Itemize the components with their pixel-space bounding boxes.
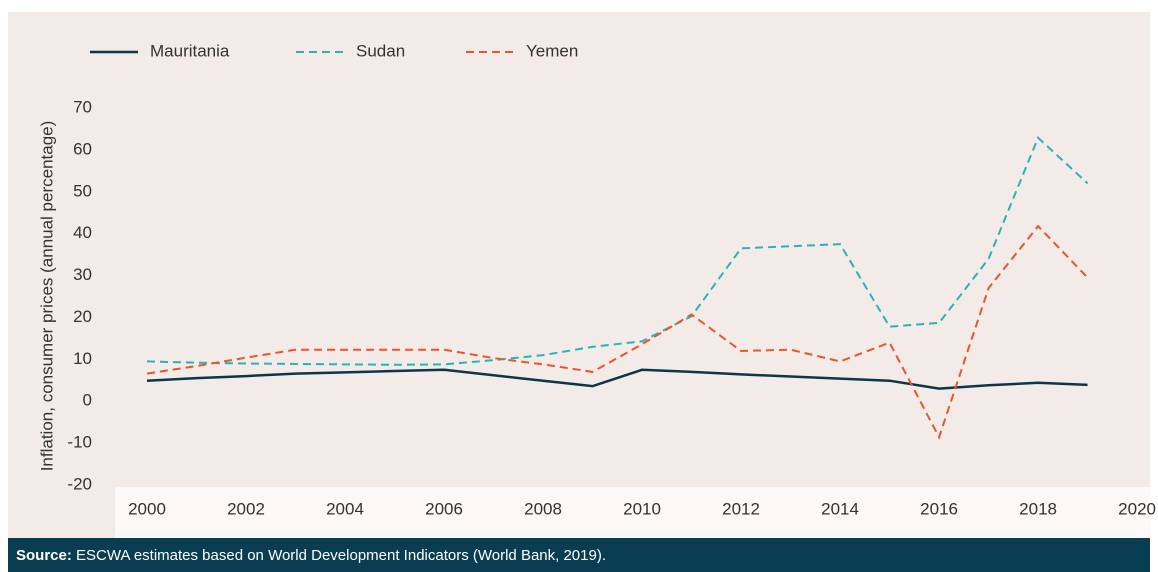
- x-tick-label: 2016: [920, 499, 958, 518]
- x-tick-label: 2014: [821, 499, 859, 518]
- x-tick-label: 2004: [326, 499, 364, 518]
- y-tick-label: -20: [67, 474, 92, 493]
- y-tick-label: 60: [73, 139, 92, 158]
- series-line: [146, 136, 1089, 366]
- source-text: ESCWA estimates based on World Developme…: [76, 547, 606, 564]
- y-tick-label: 70: [73, 97, 92, 116]
- series-line: [146, 368, 1088, 390]
- x-tick-label: 2002: [227, 499, 265, 518]
- y-tick-label: 20: [73, 307, 92, 326]
- y-tick-label: 40: [73, 223, 92, 242]
- x-tick-label: 2012: [722, 499, 760, 518]
- series-line: [146, 224, 1089, 440]
- y-tick-label: 10: [73, 349, 92, 368]
- y-axis-label: Inflation, consumer prices (annual perce…: [37, 121, 56, 472]
- x-tick-label: 2020: [1118, 499, 1156, 518]
- x-axis-band: [115, 487, 1150, 538]
- y-tick-label: 0: [83, 391, 92, 410]
- footer-band: [8, 538, 1150, 572]
- source-label: Source:: [16, 547, 72, 564]
- x-tick-label: 2000: [128, 499, 166, 518]
- x-tick-label: 2006: [425, 499, 463, 518]
- chart-background: [8, 12, 1150, 538]
- legend-label: Mauritania: [150, 41, 230, 60]
- legend-label: Sudan: [356, 41, 405, 60]
- y-tick-label: -10: [67, 433, 92, 452]
- x-tick-label: 2018: [1019, 499, 1057, 518]
- y-tick-label: 30: [73, 265, 92, 284]
- footer: Source: ESCWA estimates based on World D…: [16, 547, 606, 564]
- legend-label: Yemen: [526, 41, 578, 60]
- x-tick-label: 2008: [524, 499, 562, 518]
- y-tick-label: 50: [73, 181, 92, 200]
- x-tick-label: 2010: [623, 499, 661, 518]
